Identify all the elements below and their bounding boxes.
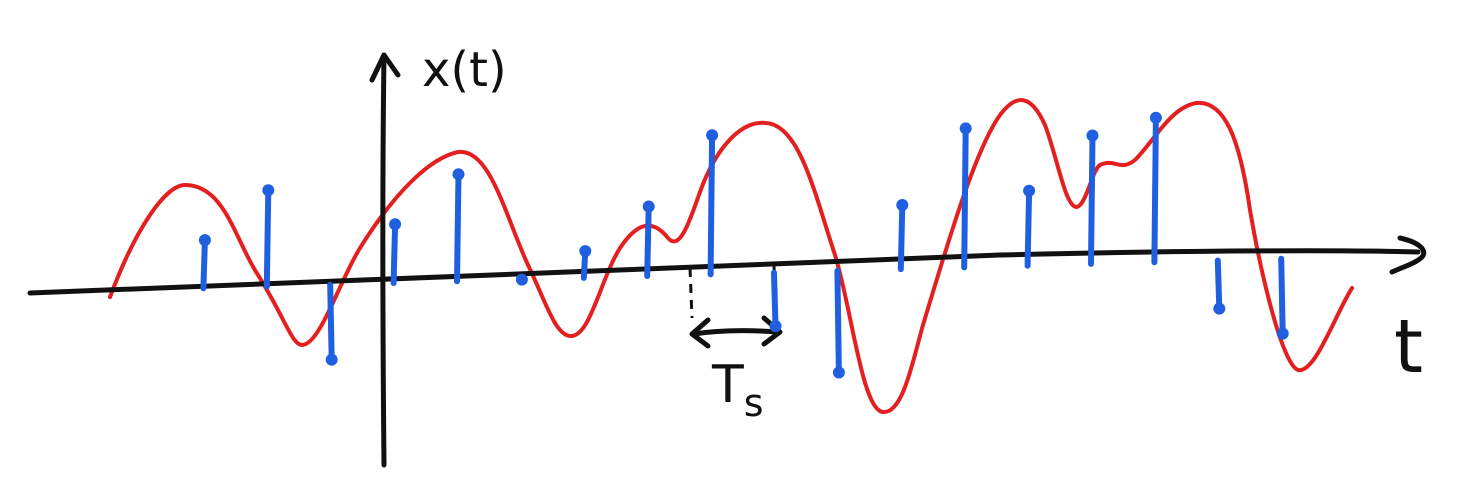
sample-stem-3 [390,221,399,287]
sample-stem-13 [1024,187,1033,269]
sample-stem-4 [454,171,462,285]
period-guide-left [688,267,694,319]
sample-dot-11 [896,198,909,211]
sample-stem-0 [200,237,208,292]
period-label: Ts [711,355,764,425]
period-label-subscript: s [744,381,764,425]
sample-stem-2 [327,281,335,363]
sample-stem-12 [961,125,969,271]
sample-dot-17 [1276,327,1289,340]
period-arrowhead-right [761,315,783,347]
sample-stem-16 [1214,257,1223,312]
sample-stem-10 [834,267,842,376]
sample-stem-1 [263,187,272,290]
sample-dot-4 [452,168,465,181]
sample-stems [198,111,1289,379]
sample-stem-7 [644,203,652,280]
vertical-axis [380,52,387,468]
sample-dot-1 [262,184,275,197]
sample-dot-16 [1213,302,1226,315]
time-axis-arrowhead [1389,235,1427,275]
sample-dot-9 [769,320,782,333]
time-axis [27,248,1421,296]
period-arrowhead-left [689,317,711,349]
period-double-arrow [691,328,781,337]
sample-dot-8 [706,129,719,142]
sample-dot-7 [642,200,655,213]
sample-dot-13 [1023,184,1036,197]
sample-stem-8 [707,132,716,278]
vertical-axis-arrowhead [369,52,401,83]
sample-stem-15 [1151,114,1159,266]
sample-dot-5 [515,273,528,286]
period-label-main: T [711,355,744,415]
x-axis-label: t [1394,304,1423,390]
sample-stem-17 [1278,255,1286,337]
sample-stem-14 [1088,132,1096,267]
sample-dot-12 [959,122,972,135]
sample-dot-3 [389,218,402,231]
sample-dot-15 [1149,111,1162,124]
sample-dot-10 [832,366,845,379]
sample-dot-14 [1086,129,1099,142]
y-axis-label: x(t) [422,42,507,98]
sample-dot-2 [325,353,338,366]
sample-stem-11 [897,201,906,273]
sample-dot-0 [198,234,211,247]
sample-dot-6 [579,245,592,258]
sample-stem-9 [771,269,779,330]
